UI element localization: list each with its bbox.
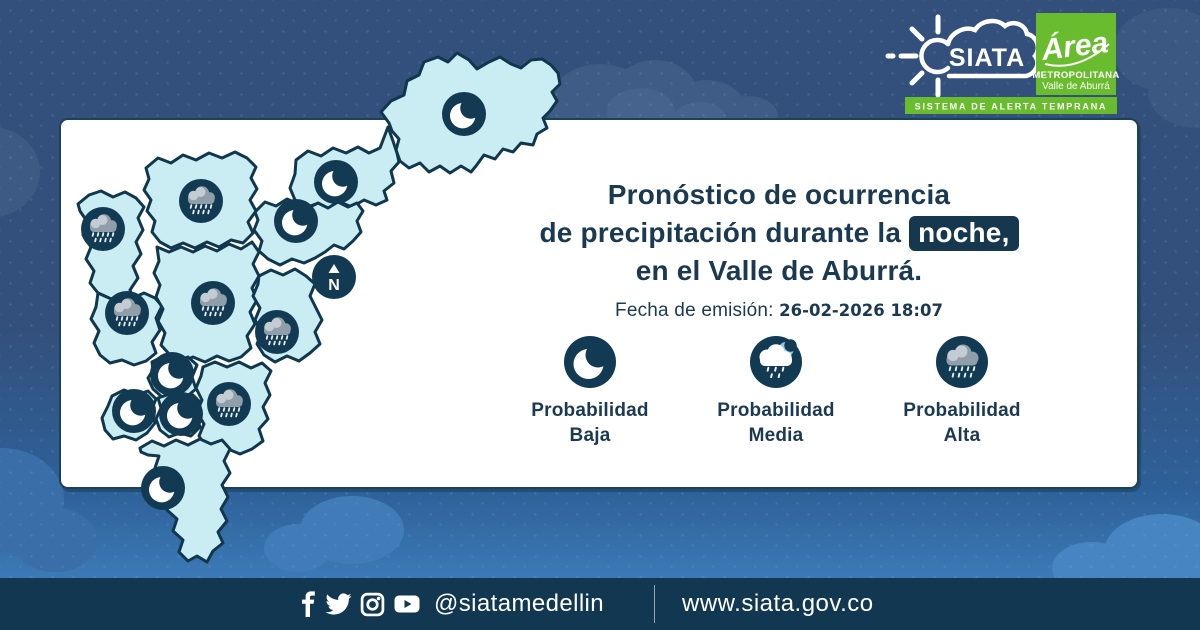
cloud-moon-rain-icon [750, 336, 802, 388]
emission-date-row: Fecha de emisión: 26-02-2026 18:07 [457, 300, 1101, 322]
sun-disc-arc [919, 37, 951, 75]
area-line2: Valle de Aburrá [1042, 81, 1110, 92]
highlighted-word: noche, [909, 216, 1019, 251]
siata-tagline-strip: SISTEMA DE ALERTA TEMPRANA [905, 97, 1117, 114]
area-line1: METROPOLITANA [1032, 70, 1119, 81]
cloud-rain-icon [936, 336, 988, 388]
social-handle: @siatamedellin [434, 590, 605, 617]
area-script-text: Área [1039, 25, 1110, 67]
siata-logo-text: SIATA [949, 44, 1025, 72]
website-url: www.siata.gov.co [682, 590, 874, 617]
legend-item-baja: Probabilidad Baja [497, 334, 683, 448]
siata-logo: SIATA [885, 14, 1040, 98]
instagram-icon [360, 592, 385, 616]
title-line-2-prefix: de precipitación durante la [539, 217, 902, 248]
youtube-icon [394, 595, 420, 613]
legend-label-line2: Baja [569, 425, 611, 446]
title-line-3: en el Valle de Aburrá. [635, 255, 923, 286]
legend-label-line1: Probabilidad [717, 400, 835, 421]
legend-label: Probabilidad Media [717, 398, 834, 448]
forecast-card: Pronóstico de ocurrencia de precipitació… [59, 118, 1139, 489]
moon-icon [564, 336, 616, 388]
probability-legend: Probabilidad Baja [497, 334, 1055, 448]
siata-tagline-text: SISTEMA DE ALERTA TEMPRANA [915, 102, 1108, 112]
tagline-background [905, 97, 1117, 114]
footer-divider [654, 585, 655, 623]
page-title: Pronóstico de ocurrencia de precipitació… [457, 176, 1101, 290]
legend-label: Probabilidad Alta [903, 398, 1020, 448]
legend-label-line2: Alta [943, 425, 981, 446]
emission-label: Fecha de emisión: [615, 300, 774, 321]
area-script-flourish [1044, 43, 1110, 67]
twitter-icon [325, 593, 352, 615]
legend-item-media: Probabilidad Media [683, 334, 869, 448]
legend-label: Probabilidad Baja [531, 398, 648, 448]
social-icons [300, 578, 421, 630]
header-logos: SIATA Área METROPOLITANA Valle de Aburrá… [885, 13, 1119, 114]
footer-bar: @siatamedellin www.siata.gov.co [0, 578, 1200, 630]
area-metropolitana-logo: Área METROPOLITANA Valle de Aburrá [1032, 13, 1119, 95]
legend-label-line1: Probabilidad [531, 400, 649, 421]
emission-datetime: 26-02-2026 18:07 [779, 301, 943, 320]
title-line-1: Pronóstico de ocurrencia [607, 179, 951, 210]
facebook-icon [302, 591, 315, 617]
legend-item-alta: Probabilidad Alta [869, 334, 1055, 448]
area-logo-background [1036, 13, 1116, 95]
legend-label-line2: Media [748, 425, 804, 446]
title-line-2: de precipitación durante la noche, [457, 214, 1101, 252]
sun-rays [885, 14, 941, 98]
legend-label-line1: Probabilidad [903, 400, 1021, 421]
